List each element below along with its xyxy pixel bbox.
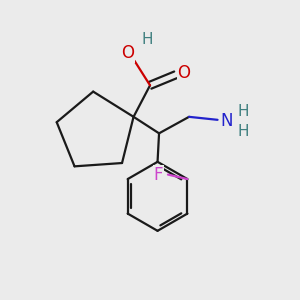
Text: H: H — [237, 104, 249, 119]
Text: F: F — [154, 166, 163, 184]
Text: H: H — [237, 124, 249, 139]
Text: O: O — [122, 44, 134, 62]
Text: H: H — [141, 32, 153, 46]
Text: O: O — [178, 64, 190, 82]
Text: N: N — [220, 112, 233, 130]
